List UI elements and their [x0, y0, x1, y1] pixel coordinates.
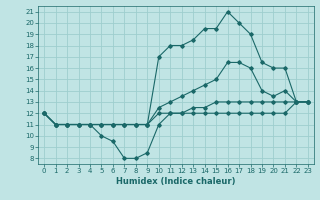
X-axis label: Humidex (Indice chaleur): Humidex (Indice chaleur) — [116, 177, 236, 186]
